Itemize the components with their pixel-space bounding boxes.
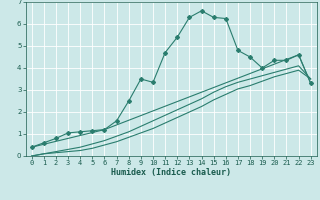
X-axis label: Humidex (Indice chaleur): Humidex (Indice chaleur) [111,168,231,177]
